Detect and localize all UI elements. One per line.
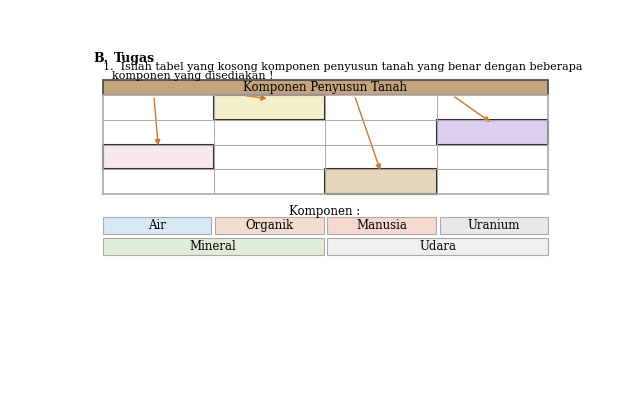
Text: 1.  Isilah tabel yang kosong komponen penyusun tanah yang benar dengan beberapa: 1. Isilah tabel yang kosong komponen pen… — [103, 62, 582, 72]
Bar — [103, 95, 548, 194]
Bar — [214, 95, 325, 120]
Text: Mineral: Mineral — [190, 240, 236, 253]
Bar — [215, 217, 323, 234]
Bar — [103, 80, 548, 95]
Bar — [328, 217, 436, 234]
Bar — [325, 169, 437, 194]
Text: Air: Air — [148, 219, 166, 232]
Bar — [440, 217, 548, 234]
Text: Udara: Udara — [419, 240, 457, 253]
Bar — [437, 120, 548, 145]
Text: Tugas: Tugas — [114, 52, 156, 65]
Text: Manusia: Manusia — [356, 219, 407, 232]
Bar — [328, 238, 548, 255]
Text: komponen yang disediakan !: komponen yang disediakan ! — [112, 70, 274, 81]
Text: Organik: Organik — [245, 219, 293, 232]
Text: B.: B. — [93, 52, 109, 65]
Text: Uranium: Uranium — [468, 219, 520, 232]
Bar — [103, 145, 214, 169]
Text: Komponen Penyusun Tanah: Komponen Penyusun Tanah — [243, 81, 408, 94]
Bar — [103, 217, 211, 234]
Text: Komponen :: Komponen : — [290, 205, 361, 217]
Bar — [103, 238, 323, 255]
